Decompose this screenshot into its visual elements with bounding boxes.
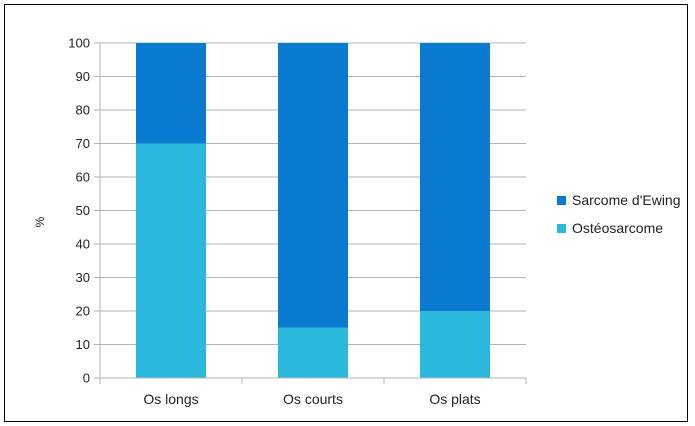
y-axis-label: % xyxy=(33,216,47,227)
legend-label: Ostéosarcome xyxy=(572,220,663,236)
bar-osteosarcome-3 xyxy=(420,311,490,378)
x-tick-label: Os plats xyxy=(429,391,480,407)
y-tick-label: 70 xyxy=(76,136,90,151)
x-tick-label: Os courts xyxy=(283,391,343,407)
y-tick-label: 90 xyxy=(76,69,90,84)
y-tick-label: 60 xyxy=(76,170,90,185)
y-tick-label: 40 xyxy=(76,237,90,252)
bar-osteosarcome-2 xyxy=(278,327,348,378)
legend-label: Sarcome d'Ewing xyxy=(572,192,681,208)
x-tick-label: Os longs xyxy=(143,391,198,407)
y-tick-label: 50 xyxy=(76,203,90,218)
x-axis-ticks: Os longs Os courts Os plats xyxy=(99,378,527,407)
bars xyxy=(136,43,490,378)
bar-osteosarcome-1 xyxy=(136,143,206,378)
bar-sarcome-ewing-2 xyxy=(278,43,348,328)
legend-swatch xyxy=(557,224,566,233)
legend-swatch xyxy=(557,196,566,205)
bar-sarcome-ewing-1 xyxy=(136,43,206,144)
legend: Sarcome d'Ewing Ostéosarcome xyxy=(557,192,681,236)
y-tick-label: 100 xyxy=(68,36,90,51)
y-axis-ticks: 0 10 20 30 40 50 60 70 80 90 100 xyxy=(68,36,100,386)
y-tick-label: 20 xyxy=(76,304,90,319)
y-tick-label: 30 xyxy=(76,270,90,285)
y-tick-label: 0 xyxy=(83,371,90,386)
y-tick-label: 80 xyxy=(76,103,90,118)
chart-frame xyxy=(4,4,688,422)
axes xyxy=(99,43,526,379)
y-tick-label: 10 xyxy=(76,337,90,352)
bar-sarcome-ewing-3 xyxy=(420,43,490,311)
